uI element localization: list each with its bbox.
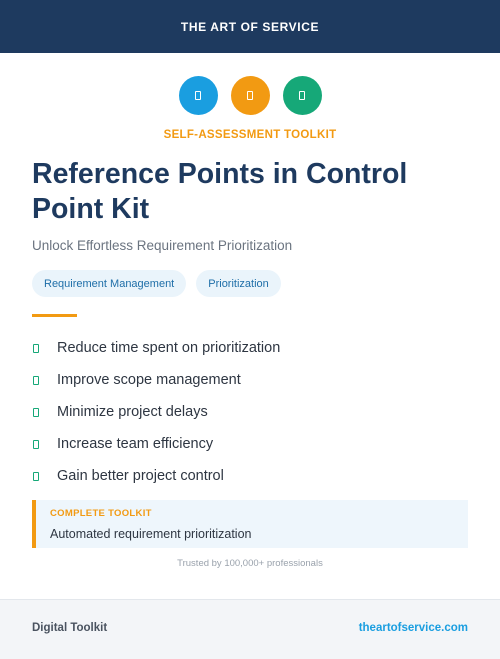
toolkit-callout: COMPLETE TOOLKIT Automated requirement p… <box>32 500 468 548</box>
benefit-text: Gain better project control <box>57 468 224 484</box>
icon-row <box>0 76 500 115</box>
list-item: Minimize project delays <box>32 396 280 428</box>
document-icon <box>299 91 305 100</box>
check-icon <box>33 343 39 353</box>
benefit-text: Improve scope management <box>57 372 241 388</box>
green-circle-badge <box>282 76 322 115</box>
list-item: Increase team efficiency <box>32 428 280 460</box>
tag-requirement-management: Requirement Management <box>32 270 187 297</box>
header-banner: THE ART OF SERVICE <box>0 0 500 53</box>
benefit-text: Reduce time spent on prioritization <box>57 340 281 356</box>
subtitle: Unlock Effortless Requirement Prioritiza… <box>32 238 293 253</box>
page-title: Reference Points in Control Point Kit <box>32 158 408 225</box>
check-icon <box>33 439 39 449</box>
check-icon <box>33 375 39 385</box>
tag-prioritization: Prioritization <box>196 270 281 297</box>
footer: Digital Toolkit theartofservice.com <box>0 599 500 659</box>
blue-circle-badge <box>178 76 218 115</box>
brand-name: THE ART OF SERVICE <box>180 19 320 34</box>
trust-note: Trusted by 100,000+ professionals <box>177 558 323 569</box>
document-icon <box>195 91 201 100</box>
list-item: Gain better project control <box>32 460 280 492</box>
footer-website-link[interactable]: theartofservice.com <box>358 622 468 634</box>
callout-text: Automated requirement prioritization <box>50 527 252 541</box>
check-icon <box>33 407 39 417</box>
list-item: Improve scope management <box>32 364 280 396</box>
list-item: Reduce time spent on prioritization <box>32 332 280 364</box>
orange-circle-badge <box>230 76 270 115</box>
tag-list: Requirement Management Prioritization <box>32 270 281 297</box>
benefit-list: Reduce time spent on prioritization Impr… <box>32 332 280 492</box>
kicker-label: SELF-ASSESSMENT TOOLKIT <box>163 129 337 141</box>
document-icon <box>247 91 253 100</box>
check-icon <box>33 471 39 481</box>
benefit-text: Increase team efficiency <box>57 436 214 452</box>
callout-label: COMPLETE TOOLKIT <box>50 508 152 519</box>
accent-divider <box>32 314 77 317</box>
benefit-text: Minimize project delays <box>57 404 208 420</box>
footer-product-label: Digital Toolkit <box>32 622 108 634</box>
